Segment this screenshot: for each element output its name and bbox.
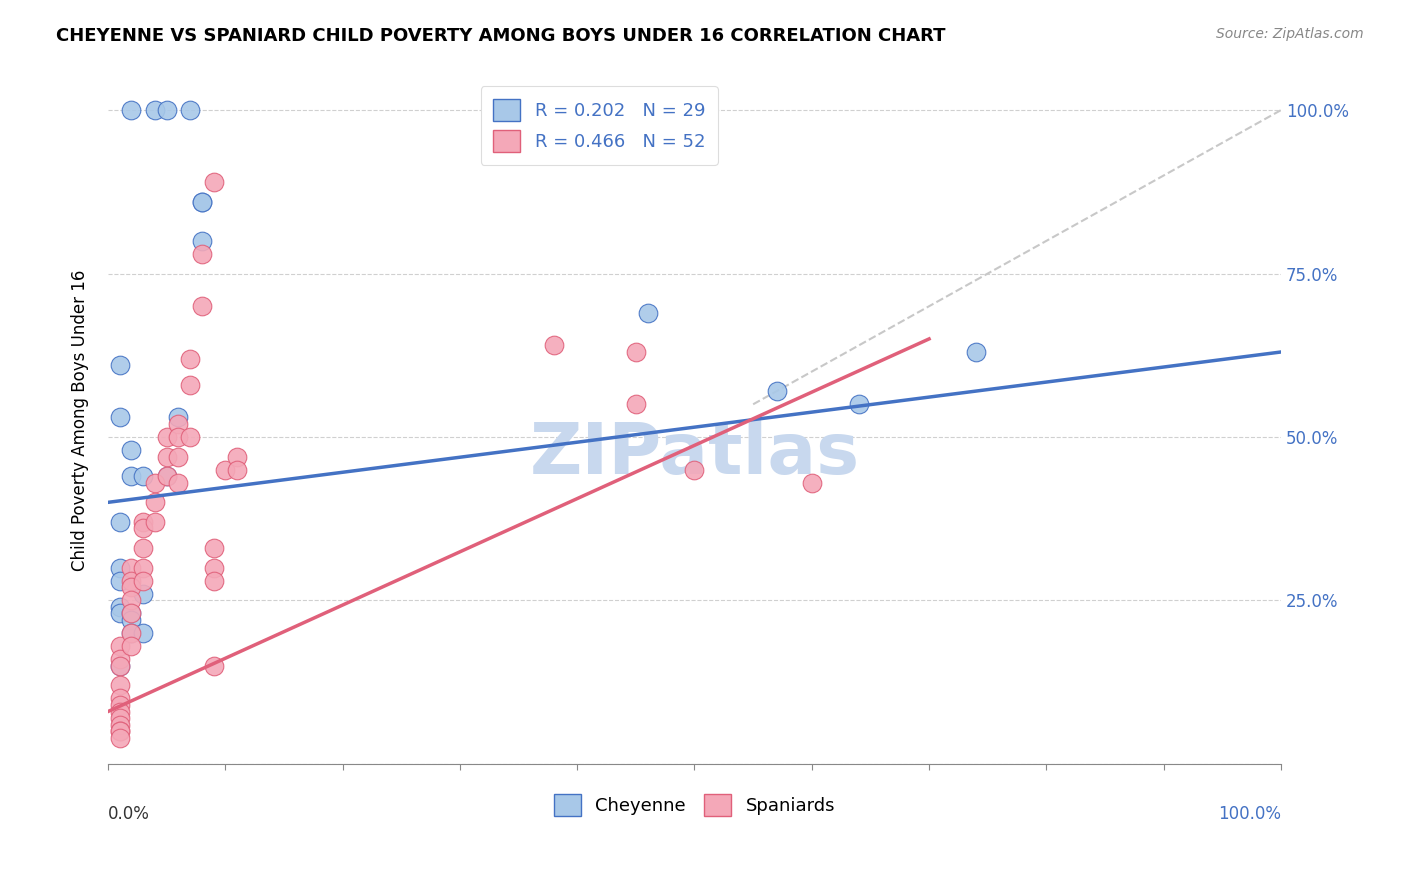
Point <box>120 103 142 117</box>
Point <box>108 698 131 712</box>
Point <box>179 377 201 392</box>
Text: ZIPatlas: ZIPatlas <box>530 420 859 490</box>
Point <box>179 351 201 366</box>
Point <box>108 724 131 739</box>
Point <box>120 626 142 640</box>
Text: 0.0%: 0.0% <box>108 805 150 823</box>
Point <box>108 560 131 574</box>
Point <box>637 306 659 320</box>
Point <box>143 475 166 490</box>
Point <box>179 430 201 444</box>
Point <box>156 469 179 483</box>
Point <box>156 450 179 464</box>
Text: Source: ZipAtlas.com: Source: ZipAtlas.com <box>1216 27 1364 41</box>
Point <box>132 626 155 640</box>
Point <box>226 450 249 464</box>
Point <box>202 541 225 555</box>
Point <box>202 560 225 574</box>
Point <box>132 574 155 588</box>
Point <box>191 234 214 248</box>
Point <box>191 194 214 209</box>
Legend: Cheyenne, Spaniards: Cheyenne, Spaniards <box>547 787 842 823</box>
Point <box>120 580 142 594</box>
Point <box>108 731 131 745</box>
Point <box>132 587 155 601</box>
Point <box>108 574 131 588</box>
Point <box>120 626 142 640</box>
Point <box>108 515 131 529</box>
Point <box>167 410 190 425</box>
Point <box>965 345 987 359</box>
Point <box>191 299 214 313</box>
Point <box>132 560 155 574</box>
Point <box>624 397 647 411</box>
Y-axis label: Child Poverty Among Boys Under 16: Child Poverty Among Boys Under 16 <box>72 270 89 571</box>
Point <box>143 103 166 117</box>
Point <box>120 639 142 653</box>
Point <box>202 658 225 673</box>
Point <box>848 397 870 411</box>
Point <box>108 639 131 653</box>
Point <box>167 417 190 431</box>
Point <box>108 711 131 725</box>
Point <box>191 194 214 209</box>
Point <box>167 430 190 444</box>
Point <box>120 607 142 621</box>
Point <box>132 469 155 483</box>
Point <box>108 678 131 692</box>
Point <box>800 475 823 490</box>
Point <box>132 521 155 535</box>
Point <box>132 541 155 555</box>
Point <box>120 574 142 588</box>
Point <box>156 103 179 117</box>
Point <box>108 658 131 673</box>
Point <box>108 358 131 372</box>
Text: CHEYENNE VS SPANIARD CHILD POVERTY AMONG BOYS UNDER 16 CORRELATION CHART: CHEYENNE VS SPANIARD CHILD POVERTY AMONG… <box>56 27 946 45</box>
Point <box>202 175 225 189</box>
Point <box>108 599 131 614</box>
Point <box>132 515 155 529</box>
Point <box>120 613 142 627</box>
Point <box>624 345 647 359</box>
Point <box>108 724 131 739</box>
Point <box>156 469 179 483</box>
Point <box>167 475 190 490</box>
Point <box>765 384 787 399</box>
Point <box>120 469 142 483</box>
Point <box>167 450 190 464</box>
Point <box>202 574 225 588</box>
Point <box>120 560 142 574</box>
Point <box>191 247 214 261</box>
Point <box>683 463 706 477</box>
Point <box>108 658 131 673</box>
Point <box>156 430 179 444</box>
Point <box>108 691 131 706</box>
Point <box>543 338 565 352</box>
Point <box>108 717 131 731</box>
Point <box>120 593 142 607</box>
Point <box>108 652 131 666</box>
Point <box>214 463 236 477</box>
Text: 100.0%: 100.0% <box>1218 805 1281 823</box>
Point <box>108 607 131 621</box>
Point <box>179 103 201 117</box>
Point <box>143 515 166 529</box>
Point <box>108 705 131 719</box>
Point <box>143 495 166 509</box>
Point <box>108 410 131 425</box>
Point <box>120 443 142 458</box>
Point <box>226 463 249 477</box>
Point <box>120 607 142 621</box>
